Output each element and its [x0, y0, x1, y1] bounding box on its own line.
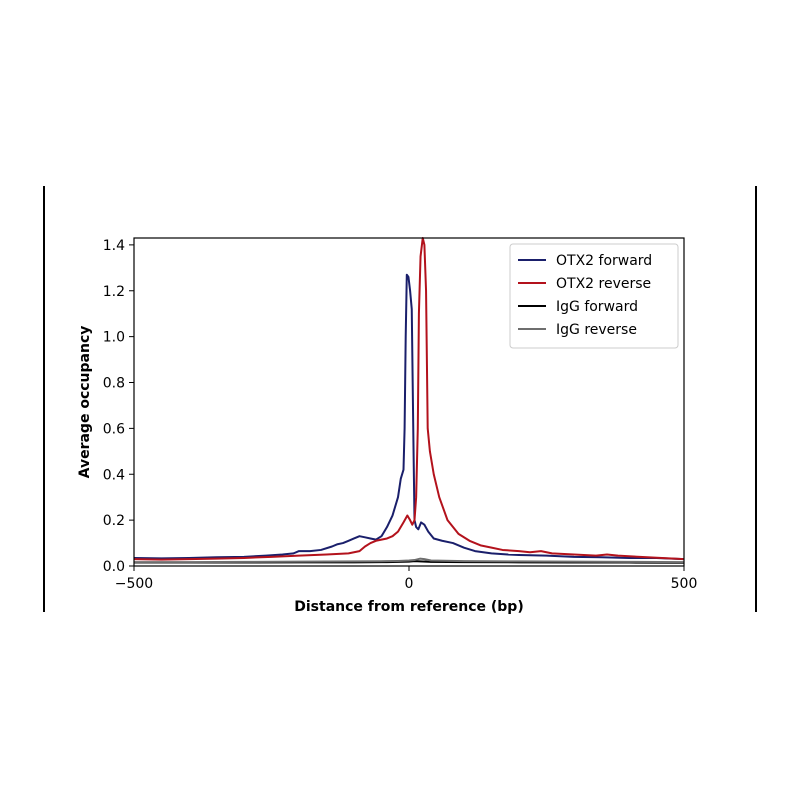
series-line-otx2-forward: [134, 273, 684, 561]
legend-box: [509, 243, 679, 349]
y-tick-label: 0.4: [103, 467, 125, 483]
x-tick-label: 0: [405, 576, 414, 592]
legend: OTX2 forward OTX2 reverse IgG forward IgG r…: [509, 243, 679, 349]
x-tick-label: 500: [671, 576, 698, 592]
y-tick-label: 0.8: [103, 376, 125, 392]
x-axis: −500 0 500: [115, 566, 698, 592]
y-tick-label: 1.4: [103, 238, 125, 254]
legend-entry-label: IgG reverse: [556, 322, 637, 338]
y-tick-label: 1.2: [103, 284, 125, 300]
legend-entry-label: OTX2 reverse: [556, 276, 651, 292]
y-tick-label: 0.2: [103, 513, 125, 529]
x-tick-label: −500: [115, 576, 153, 592]
y-axis-title: Average occupancy: [77, 326, 93, 479]
series-line-igg-reverse: [134, 557, 684, 564]
series-layer: [134, 237, 684, 564]
right-frame-line: [755, 186, 757, 612]
y-tick-label: 0.0: [103, 559, 125, 575]
legend-entry-label: OTX2 forward: [556, 253, 652, 269]
y-axis: 0.0 0.2 0.4 0.6 0.8 1.0 1.2 1.4: [103, 238, 134, 575]
y-tick-label: 0.6: [103, 421, 125, 437]
x-axis-title: Distance from reference (bp): [294, 599, 523, 615]
y-tick-label: 1.0: [103, 330, 125, 346]
legend-entry-label: IgG forward: [556, 299, 638, 315]
series-line-otx2-reverse: [134, 237, 684, 561]
left-frame-line: [43, 186, 45, 612]
